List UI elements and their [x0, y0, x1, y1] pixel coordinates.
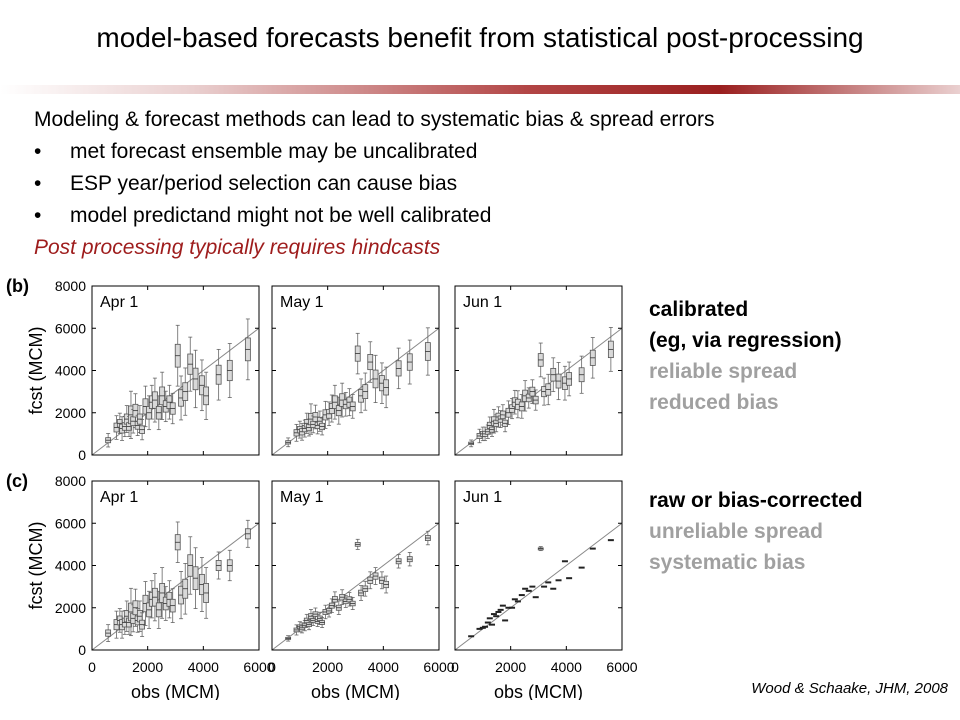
x-tick-label: 2000 — [312, 659, 343, 675]
highlight-text: Post processing typically requires hindc… — [34, 236, 441, 259]
one-to-one-line — [454, 522, 623, 651]
y-tick-label: 8000 — [55, 278, 86, 294]
scatter-panel-grid: Apr 1 0 2000 4000 6000 8000 May 1 Jun 1 Apr 1 0 20… — [6, 276, 638, 700]
y-tick-label: 6000 — [55, 515, 86, 531]
y-tick-label: 0 — [78, 447, 86, 463]
x-tick-label: 2000 — [495, 659, 526, 675]
x-tick-label: 6000 — [606, 659, 637, 675]
bullet-dot: • — [34, 140, 42, 163]
x-tick-label: 4000 — [551, 659, 582, 675]
calibrated-annotation: calibrated (eg, via regression) reliable… — [649, 294, 842, 418]
bullet-block: Modeling & forecast methods can lead to … — [34, 104, 715, 264]
raw-annotation: raw or bias-corrected unreliable spread … — [649, 485, 863, 578]
x-tick-label: 6000 — [423, 659, 454, 675]
y-tick-label: 4000 — [55, 558, 86, 574]
x-tick-label: 0 — [88, 659, 96, 675]
y-tick-label: 4000 — [55, 363, 86, 379]
x-axis-label: obs (MCM) — [131, 682, 220, 700]
citation: Wood & Schaake, JHM, 2008 — [751, 680, 948, 697]
calibrated-title: calibrated — [649, 298, 749, 321]
panel-title: Jun 1 — [463, 489, 502, 506]
y-axis-label: fcst (MCM) — [26, 327, 46, 415]
panel-frame — [454, 480, 623, 651]
row-label: (c) — [6, 471, 28, 491]
panel-title: Apr 1 — [100, 294, 138, 311]
raw-note-spread: unreliable spread — [649, 520, 823, 543]
panel-title: Jun 1 — [463, 294, 502, 311]
x-tick-label: 4000 — [188, 659, 219, 675]
panel-title: May 1 — [280, 294, 324, 311]
x-tick-label: 2000 — [132, 659, 163, 675]
bullet-text: met forecast ensemble may be uncalibrate… — [70, 140, 478, 163]
panel-frame — [454, 285, 623, 456]
row-label: (b) — [6, 276, 29, 296]
y-tick-label: 2000 — [55, 405, 86, 421]
bullet-item: • met forecast ensemble may be uncalibrat… — [34, 136, 715, 168]
calibrated-subtitle: (eg, via regression) — [649, 329, 842, 352]
raw-note-bias: systematic bias — [649, 551, 806, 574]
panel-title: May 1 — [280, 489, 324, 506]
calibrated-note-spread: reliable spread — [649, 360, 798, 383]
bullet-item: • model predictand might not be well cali… — [34, 200, 715, 232]
bullet-dot: • — [34, 172, 42, 195]
slide-title: model-based forecasts benefit from stati… — [96, 22, 864, 53]
intro-text: Modeling & forecast methods can lead to … — [34, 108, 715, 131]
y-tick-label: 8000 — [55, 473, 86, 489]
bullet-text: ESP year/period selection can cause bias — [70, 172, 458, 195]
x-tick-label: 0 — [268, 659, 276, 675]
x-axis-label: obs (MCM) — [311, 682, 400, 700]
one-to-one-line — [91, 327, 260, 456]
y-axis-label: fcst (MCM) — [26, 522, 46, 610]
panel-title: Apr 1 — [100, 489, 138, 506]
raw-title: raw or bias-corrected — [649, 489, 863, 512]
bullet-dot: • — [34, 204, 42, 227]
y-tick-label: 0 — [78, 642, 86, 658]
y-tick-label: 2000 — [55, 600, 86, 616]
title-divider-bar — [0, 85, 960, 94]
x-tick-label: 0 — [451, 659, 459, 675]
x-tick-label: 6000 — [243, 659, 274, 675]
calibrated-note-bias: reduced bias — [649, 391, 779, 414]
x-axis-label: obs (MCM) — [494, 682, 583, 700]
bullet-item: • ESP year/period selection can cause bia… — [34, 168, 715, 200]
x-tick-label: 4000 — [368, 659, 399, 675]
bullet-text: model predictand might not be well calib… — [70, 204, 492, 227]
y-tick-label: 6000 — [55, 320, 86, 336]
